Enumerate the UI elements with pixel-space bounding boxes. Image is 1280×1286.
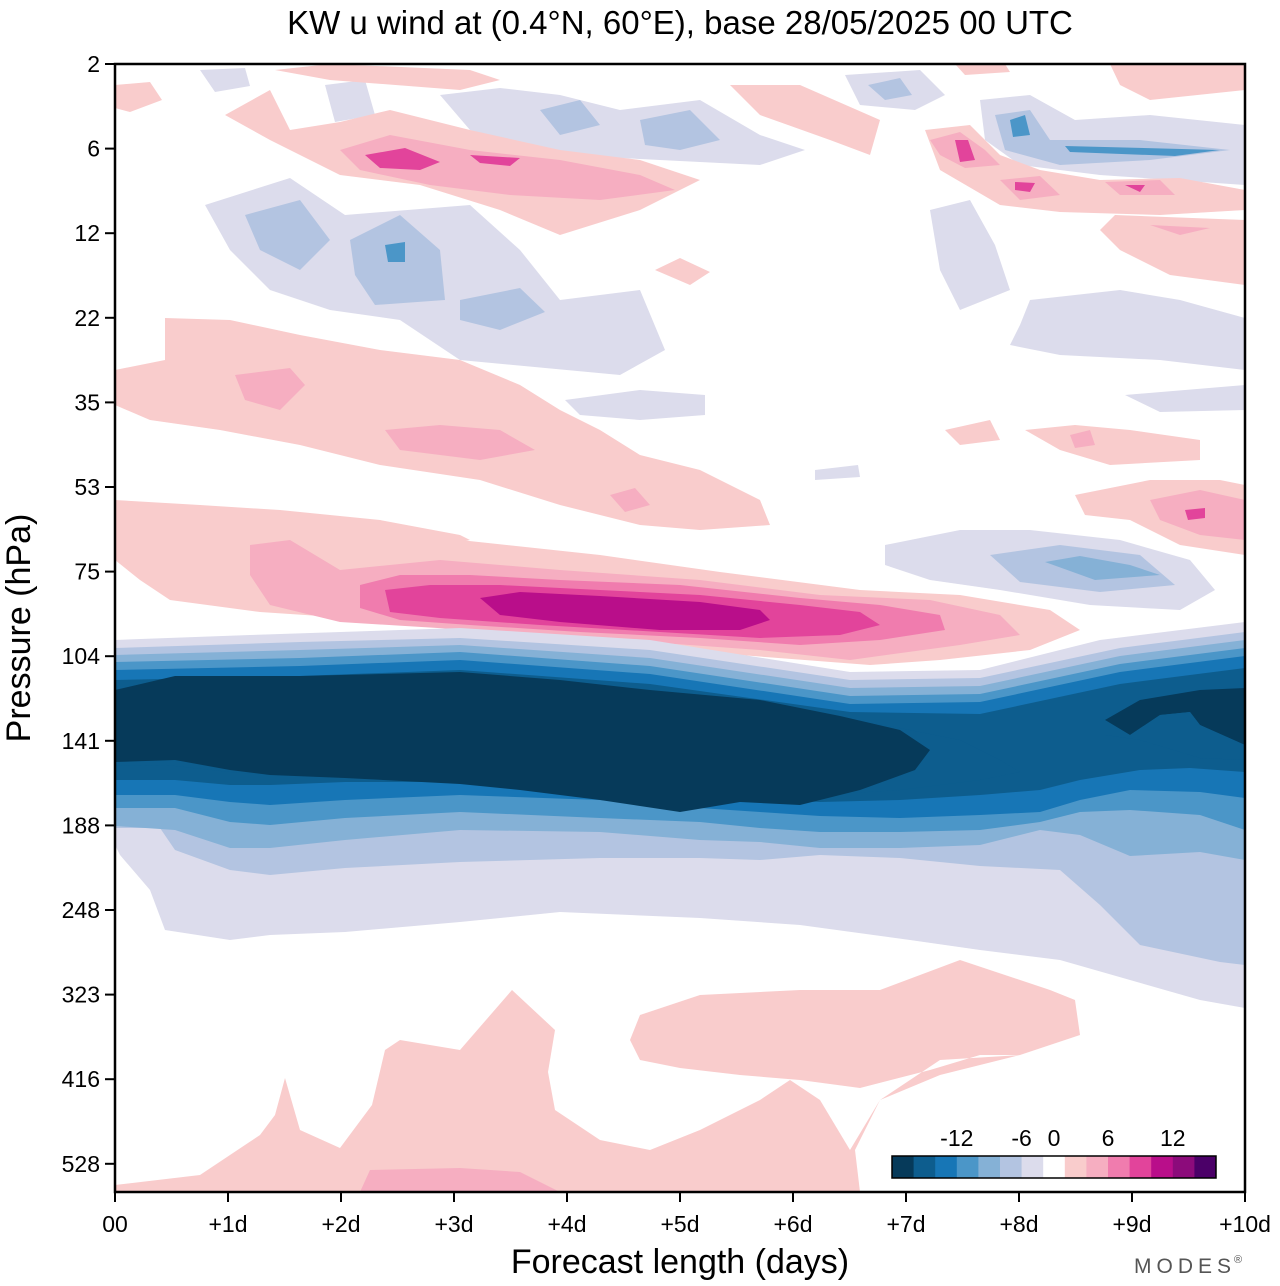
y-tick-label: 35 — [74, 389, 100, 415]
colorbar-tick-label: 12 — [1160, 1125, 1186, 1151]
contour-westerly-weak-lower — [115, 960, 1080, 1192]
colorbar-tick-label: -12 — [940, 1125, 973, 1151]
x-axis-label: Forecast length (days) — [511, 1243, 849, 1281]
colorbar-swatch — [1172, 1156, 1195, 1178]
y-tick-label: 323 — [62, 982, 100, 1008]
contour-westerly-strong-band — [1185, 508, 1205, 520]
plot-area — [115, 64, 1245, 1192]
x-tick-label: +7d — [886, 1211, 925, 1237]
contour-westerly-weak-band — [115, 318, 1245, 555]
contour-easterly-strong-mid — [1045, 556, 1160, 580]
contour-westerly-mod-band — [235, 368, 1245, 540]
colorbar-swatch — [1021, 1156, 1044, 1178]
contour-easterly-mod-upper — [245, 200, 545, 330]
contour-westerly-mod-lower — [360, 1168, 560, 1192]
contour-easterly-mod-top — [540, 78, 1230, 165]
x-axis: 00 +1d +2d +3d +4d +5d +6d +7d +8d +9d +10d — [102, 1192, 1271, 1237]
chart-title: KW u wind at (0.4°N, 60°E), base 28/05/2… — [287, 4, 1073, 41]
brand-symbol: ® — [1234, 1254, 1247, 1266]
y-tick-label: 528 — [62, 1151, 100, 1177]
contour-easterly-jet-16 — [115, 672, 930, 812]
modes-brand-logo: MODES® — [1134, 1254, 1247, 1278]
colorbar-swatch — [978, 1156, 1001, 1178]
y-tick-label: 416 — [62, 1066, 100, 1092]
x-tick-label: +8d — [999, 1211, 1038, 1237]
y-tick-label: 104 — [62, 643, 101, 669]
colorbar-swatch — [1086, 1156, 1109, 1178]
y-axis-label: Pressure (hPa) — [0, 514, 38, 743]
contour-easterly-jet-right — [1105, 688, 1245, 745]
y-tick-label: 53 — [74, 474, 100, 500]
y-tick-label: 75 — [74, 559, 100, 585]
colorbar-outline — [891, 1155, 1217, 1179]
colorbar-swatch — [1064, 1156, 1087, 1178]
y-tick-label: 6 — [87, 136, 100, 162]
colorbar-swatch — [1043, 1156, 1066, 1178]
colorbar-swatch — [1194, 1156, 1217, 1178]
x-tick-label: +10d — [1219, 1211, 1271, 1237]
contour-westerly-weak-upper — [115, 64, 1245, 285]
colorbar-swatch — [935, 1156, 958, 1178]
x-tick-label: +6d — [773, 1211, 812, 1237]
y-axis: 2 6 12 22 35 53 75 104 141 188 248 323 416 528 — [62, 51, 115, 1177]
x-tick-label: 00 — [102, 1211, 128, 1237]
colorbar-swatch — [913, 1156, 936, 1178]
colorbar-tick-label: -6 — [1011, 1125, 1031, 1151]
y-tick-label: 141 — [62, 728, 100, 754]
colorbar-tick-label: 0 — [1048, 1125, 1061, 1151]
contour-westerly-mod-upper — [340, 132, 1210, 235]
contour-easterly-weak-top — [200, 68, 1245, 480]
contour-westerly-jet-10 — [480, 592, 770, 630]
colorbar-swatch — [892, 1156, 915, 1178]
x-tick-label: +5d — [660, 1211, 699, 1237]
x-tick-label: +1d — [208, 1211, 247, 1237]
colorbar-swatch — [956, 1156, 979, 1178]
y-tick-label: 248 — [62, 897, 100, 923]
y-tick-label: 22 — [74, 305, 100, 331]
y-tick-label: 2 — [87, 51, 100, 77]
colorbar-legend: -12 -6 0 6 12 — [880, 1118, 1228, 1188]
colorbar-swatch — [1151, 1156, 1174, 1178]
y-tick-label: 12 — [74, 220, 100, 246]
y-tick-label: 188 — [62, 812, 100, 838]
contour-easterly-jet-right-16 — [1105, 712, 1245, 760]
colorbar-swatch — [1108, 1156, 1131, 1178]
colorbar-swatch — [1129, 1156, 1152, 1178]
x-tick-label: +2d — [321, 1211, 360, 1237]
x-tick-label: +3d — [434, 1211, 473, 1237]
x-tick-label: +9d — [1112, 1211, 1151, 1237]
brand-mark: MODES — [1134, 1255, 1236, 1278]
colorbar-tick-label: 6 — [1102, 1125, 1115, 1151]
x-tick-label: +4d — [547, 1211, 586, 1237]
colorbar-swatch — [1000, 1156, 1023, 1178]
